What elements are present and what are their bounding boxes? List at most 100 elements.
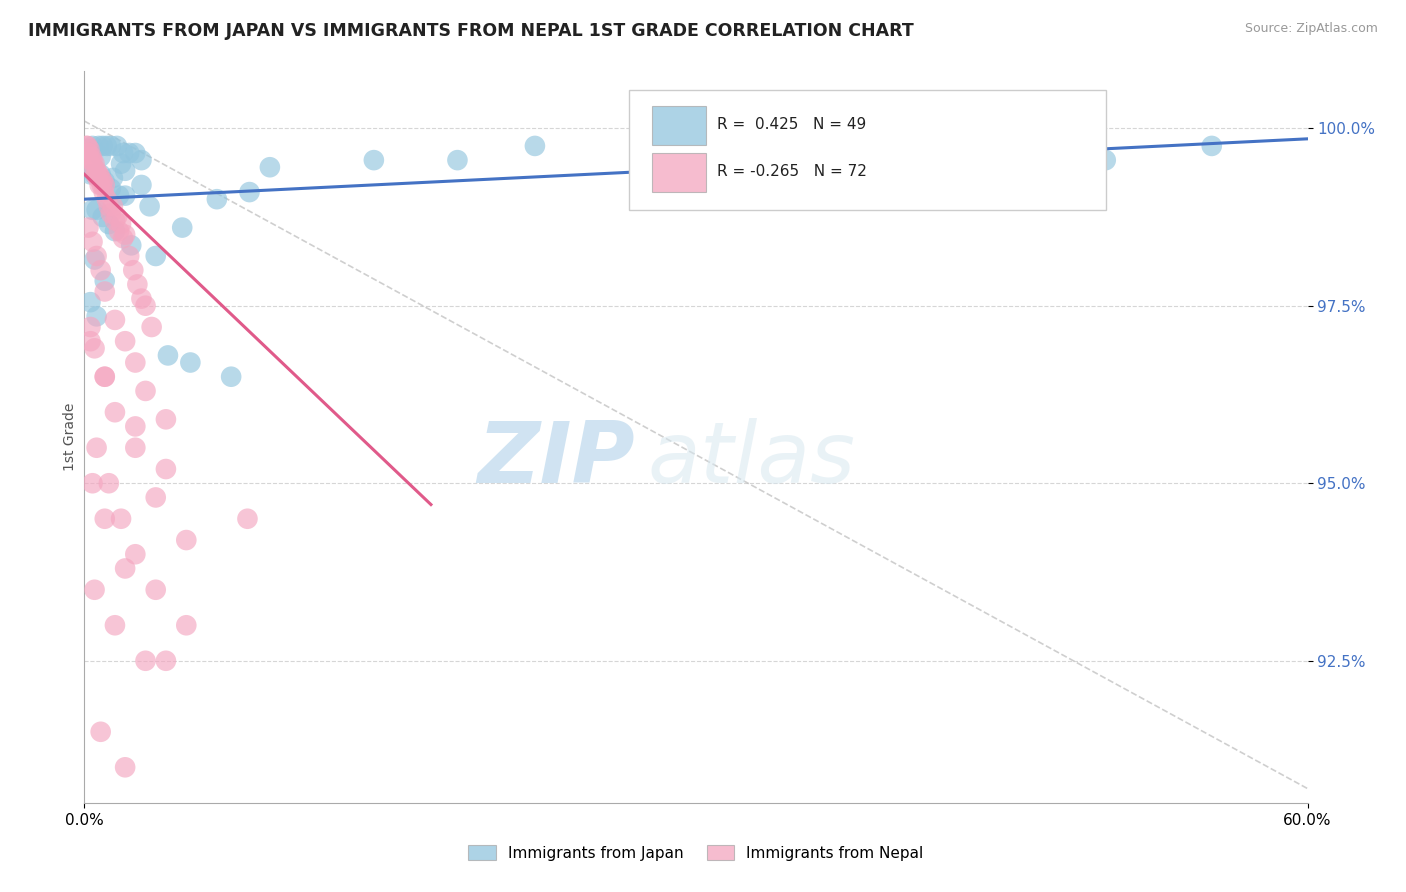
Text: ZIP: ZIP (477, 417, 636, 500)
Point (83, 341, 105, 355)
Point (172, 220, 194, 235)
Point (108, 224, 131, 238)
Point (93, 285, 115, 299)
Point (100, 139, 122, 153)
Point (124, 355, 146, 369)
Point (135, 299, 157, 313)
Point (104, 618, 127, 632)
Point (141, 320, 163, 334)
Y-axis label: 1st Grade: 1st Grade (63, 403, 77, 471)
Point (82, 153, 104, 168)
Point (86, 202, 108, 217)
Point (114, 760, 136, 774)
Point (90, 167, 112, 181)
Point (523, 139, 546, 153)
Point (83, 252, 105, 267)
Point (93, 274, 115, 288)
Point (108, 188, 131, 202)
Point (695, 160, 717, 174)
Point (110, 217, 132, 231)
Point (156, 348, 179, 362)
Point (90, 724, 112, 739)
Point (104, 313, 127, 327)
Point (77, 220, 100, 235)
Point (86, 441, 108, 455)
Point (82, 235, 104, 249)
Point (122, 263, 145, 277)
Point (93, 512, 115, 526)
Point (112, 146, 135, 161)
FancyBboxPatch shape (628, 90, 1105, 211)
Point (131, 292, 153, 306)
Point (77, 143, 100, 157)
Point (135, 654, 157, 668)
Point (86, 310, 108, 324)
FancyBboxPatch shape (652, 153, 706, 192)
Point (145, 582, 167, 597)
Point (446, 153, 468, 168)
Point (90, 178, 112, 192)
Point (91, 174, 114, 188)
Point (79, 334, 101, 349)
Point (79, 143, 101, 157)
Point (75, 139, 97, 153)
Point (104, 213, 127, 227)
Point (110, 156, 132, 170)
Point (83, 160, 105, 174)
Point (145, 491, 167, 505)
Point (86, 170, 108, 185)
Point (101, 170, 124, 185)
Point (238, 185, 260, 199)
Point (97, 476, 120, 491)
Point (131, 178, 153, 192)
Point (87, 139, 110, 153)
Point (100, 181, 122, 195)
Point (236, 512, 259, 526)
Point (93, 185, 115, 199)
Point (363, 153, 385, 168)
Point (79, 153, 101, 168)
Point (1094, 153, 1116, 168)
Point (118, 249, 141, 263)
Point (100, 206, 122, 220)
Point (124, 419, 146, 434)
Point (131, 153, 153, 168)
Point (124, 441, 146, 455)
Point (155, 462, 177, 476)
Point (86, 163, 108, 178)
Point (89, 178, 111, 192)
Point (79, 167, 101, 181)
Point (87, 167, 110, 181)
Point (118, 146, 141, 161)
Point (174, 618, 197, 632)
Point (259, 160, 281, 174)
Legend: Immigrants from Japan, Immigrants from Nepal: Immigrants from Japan, Immigrants from N… (461, 837, 931, 868)
Point (96, 192, 118, 206)
Point (155, 654, 177, 668)
Point (91, 139, 114, 153)
FancyBboxPatch shape (652, 106, 706, 145)
Point (101, 199, 124, 213)
Point (105, 139, 128, 153)
Point (82, 476, 104, 491)
Point (124, 146, 146, 161)
Point (93, 174, 115, 188)
Point (205, 192, 228, 206)
Point (97, 217, 120, 231)
Point (155, 412, 177, 426)
Point (93, 369, 115, 384)
Point (104, 224, 127, 238)
Point (79, 320, 101, 334)
Point (179, 355, 201, 369)
Point (145, 249, 167, 263)
Point (80, 150, 103, 164)
Point (114, 227, 136, 242)
Point (84, 167, 107, 181)
Point (124, 547, 146, 561)
Point (93, 178, 115, 192)
Point (174, 533, 197, 547)
Text: R =  0.425   N = 49: R = 0.425 N = 49 (717, 117, 866, 132)
Point (120, 238, 142, 252)
Point (83, 156, 105, 170)
Point (90, 263, 112, 277)
